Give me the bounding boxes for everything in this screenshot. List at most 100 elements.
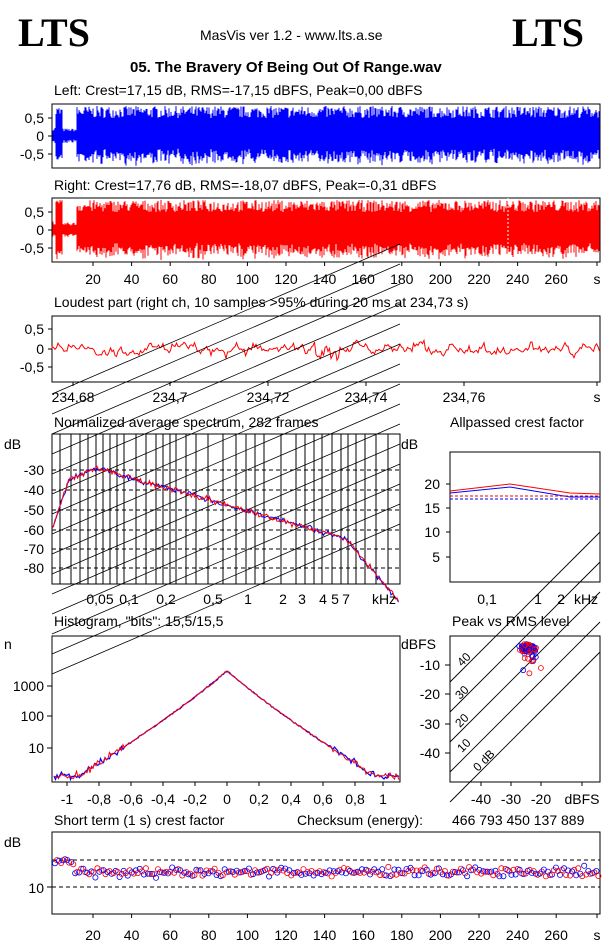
tick-label: 1 bbox=[379, 791, 387, 807]
crest-point bbox=[70, 861, 77, 868]
plot-frame bbox=[51, 433, 401, 585]
checksum-label: Checksum (energy): bbox=[297, 812, 424, 828]
shortcrest-caption: Short term (1 s) crest factor bbox=[54, 812, 225, 828]
crest-point bbox=[116, 874, 123, 881]
crest-point bbox=[391, 866, 398, 873]
slope-line bbox=[51, 363, 401, 515]
crest-point bbox=[385, 863, 392, 870]
crest-point bbox=[498, 865, 505, 872]
slope-line bbox=[51, 323, 401, 475]
tick-label: 234,7 bbox=[152, 389, 187, 405]
waveform-trace bbox=[52, 106, 600, 166]
allpass-crest-plot: 20 15 10 5 0,1 1 2 kHz bbox=[424, 451, 601, 607]
crest-point bbox=[407, 864, 414, 871]
tick-label: 3 bbox=[298, 591, 306, 607]
crest-point bbox=[506, 868, 513, 875]
crest-point bbox=[492, 867, 499, 874]
diagonal-label: 20 bbox=[452, 711, 472, 731]
tick-label: s bbox=[594, 389, 601, 405]
tick-label: 60 bbox=[162, 927, 178, 943]
plot-frame bbox=[449, 451, 601, 583]
tick-label: 234,76 bbox=[443, 389, 486, 405]
tick-label: 40 bbox=[124, 271, 140, 287]
crest-point bbox=[332, 869, 339, 876]
crest-point bbox=[130, 870, 137, 877]
tick-label: -40 bbox=[471, 791, 491, 807]
waveform-trace bbox=[52, 200, 600, 260]
plot-frame bbox=[449, 635, 601, 783]
crest-point bbox=[312, 869, 319, 876]
crest-point bbox=[593, 868, 600, 875]
crest-point bbox=[102, 871, 109, 878]
crest-point bbox=[318, 871, 325, 878]
crest-point bbox=[453, 869, 460, 876]
crest-point bbox=[512, 871, 519, 878]
tick-label: 120 bbox=[274, 927, 298, 943]
crest-point bbox=[150, 871, 157, 878]
crest-point bbox=[340, 865, 347, 872]
crest-point bbox=[482, 868, 489, 875]
scatter-point bbox=[531, 646, 538, 652]
crest-point bbox=[235, 869, 242, 876]
crest-point bbox=[211, 865, 218, 872]
tick-label: -0,5 bbox=[20, 359, 44, 375]
tick-label: -40 bbox=[420, 745, 440, 761]
scatter-point bbox=[529, 653, 536, 660]
spectrum-caption: Normalized average spectrum, 282 frames bbox=[54, 414, 319, 430]
crest-point bbox=[437, 869, 444, 876]
crest-point bbox=[565, 867, 572, 874]
tick-label: 180 bbox=[390, 927, 414, 943]
tick-label: 200 bbox=[429, 927, 453, 943]
crest-point bbox=[476, 866, 483, 873]
diagonal-line bbox=[449, 651, 601, 803]
tick-label: -70 bbox=[24, 541, 44, 557]
crest-point bbox=[579, 873, 586, 880]
slope-line bbox=[51, 263, 401, 415]
tick-label: 140 bbox=[313, 927, 337, 943]
histogram-trace bbox=[53, 670, 400, 780]
crest-point bbox=[326, 867, 333, 874]
tick-label: 80 bbox=[201, 927, 217, 943]
allpass-caption: Allpassed crest factor bbox=[450, 414, 584, 430]
tick-label: 140 bbox=[313, 271, 337, 287]
tick-label: 160 bbox=[352, 271, 376, 287]
loudest-part-plot: 0,5 0 -0,5 234,68 234,7 234,72 234,74 234,76 s bbox=[20, 315, 601, 405]
diagonal-label: 40 bbox=[454, 650, 474, 670]
crest-point bbox=[191, 872, 198, 879]
crest-point bbox=[583, 871, 590, 878]
crest-point bbox=[573, 872, 580, 879]
tick-label: 1 bbox=[244, 591, 252, 607]
tick-label: dBFS bbox=[564, 791, 599, 807]
tick-label: 160 bbox=[352, 927, 376, 943]
tick-label: 0,2 bbox=[249, 791, 269, 807]
crest-point bbox=[330, 868, 337, 875]
crest-point bbox=[544, 868, 551, 875]
crest-point bbox=[213, 872, 220, 879]
crest-point bbox=[187, 870, 194, 877]
tick-label: 120 bbox=[274, 271, 298, 287]
crest-point bbox=[500, 873, 507, 880]
tick-label: 1 bbox=[534, 591, 542, 607]
tick-label: -60 bbox=[24, 522, 44, 538]
crest-point bbox=[110, 870, 117, 877]
plot-frame bbox=[51, 831, 601, 915]
crest-point bbox=[98, 867, 105, 874]
tick-label: 234,74 bbox=[345, 389, 388, 405]
slope-line bbox=[51, 283, 401, 435]
slope-line bbox=[51, 243, 401, 395]
crest-point bbox=[201, 870, 208, 877]
tick-label: 200 bbox=[429, 271, 453, 287]
crest-point bbox=[449, 868, 456, 875]
tick-label: -50 bbox=[24, 502, 44, 518]
tick-label: 20 bbox=[85, 271, 101, 287]
tick-label: -20 bbox=[531, 791, 551, 807]
crest-point bbox=[197, 867, 204, 874]
tick-label: 20 bbox=[424, 476, 440, 492]
tick-label: s bbox=[594, 927, 601, 943]
tick-label: 260 bbox=[545, 927, 569, 943]
crest-point bbox=[152, 874, 159, 881]
logo-right: LTS bbox=[512, 10, 584, 55]
crest-point bbox=[365, 867, 372, 874]
scatter-point bbox=[525, 646, 532, 653]
